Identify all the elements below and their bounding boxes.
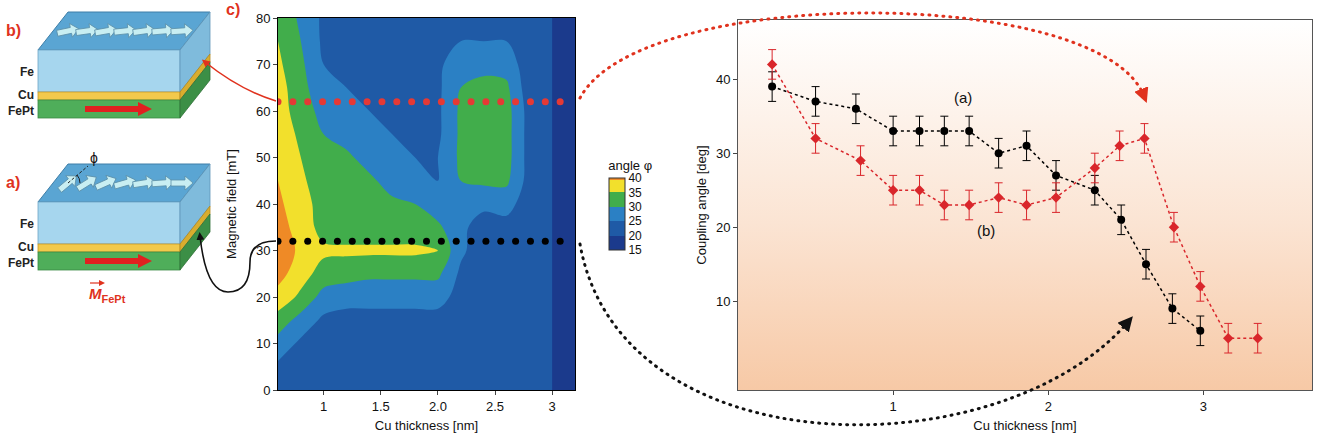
- svg-text:10: 10: [256, 336, 270, 351]
- svg-text:80: 80: [256, 11, 270, 26]
- svg-text:10: 10: [716, 294, 730, 309]
- svg-text:50: 50: [256, 150, 270, 165]
- svg-text:2: 2: [1045, 399, 1052, 414]
- svg-text:20: 20: [256, 290, 270, 305]
- svg-text:Magnetic field [mT]: Magnetic field [mT]: [224, 149, 239, 259]
- svg-text:40: 40: [256, 197, 270, 212]
- svg-text:Cu: Cu: [18, 240, 34, 254]
- svg-text:ϕ: ϕ: [90, 150, 98, 166]
- svg-text:2.0: 2.0: [429, 399, 447, 414]
- svg-text:FePt: FePt: [8, 256, 34, 270]
- svg-text:20: 20: [716, 220, 730, 235]
- svg-text:60: 60: [256, 104, 270, 119]
- svg-text:Cu thickness [nm]: Cu thickness [nm]: [375, 418, 478, 433]
- svg-text:Coupling angle [deg]: Coupling angle [deg]: [694, 145, 709, 264]
- svg-text:40: 40: [628, 171, 642, 185]
- svg-text:c): c): [226, 1, 240, 18]
- svg-text:1: 1: [320, 399, 327, 414]
- svg-text:3: 3: [549, 399, 556, 414]
- svg-text:a): a): [6, 174, 20, 191]
- svg-text:35: 35: [628, 186, 642, 200]
- svg-text:30: 30: [716, 146, 730, 161]
- svg-text:40: 40: [716, 72, 730, 87]
- svg-text:70: 70: [256, 57, 270, 72]
- svg-text:0: 0: [263, 383, 270, 398]
- svg-text:Cu: Cu: [18, 88, 34, 102]
- svg-text:(b): (b): [977, 222, 995, 239]
- svg-text:15: 15: [628, 243, 642, 257]
- svg-text:MFePt: MFePt: [89, 285, 126, 305]
- svg-text:(a): (a): [954, 89, 972, 106]
- svg-text:25: 25: [628, 214, 642, 228]
- svg-text:Cu thickness [nm]: Cu thickness [nm]: [973, 418, 1076, 433]
- svg-text:1.5: 1.5: [372, 399, 390, 414]
- svg-text:b): b): [6, 22, 21, 39]
- svg-text:3: 3: [1200, 399, 1207, 414]
- svg-text:Fe: Fe: [20, 65, 34, 79]
- svg-text:20: 20: [628, 229, 642, 243]
- svg-text:FePt: FePt: [8, 104, 34, 118]
- svg-text:30: 30: [256, 243, 270, 258]
- svg-text:30: 30: [628, 200, 642, 214]
- svg-text:angle φ: angle φ: [608, 158, 652, 173]
- svg-text:1: 1: [890, 399, 897, 414]
- svg-text:Fe: Fe: [20, 217, 34, 231]
- svg-text:2.5: 2.5: [486, 399, 504, 414]
